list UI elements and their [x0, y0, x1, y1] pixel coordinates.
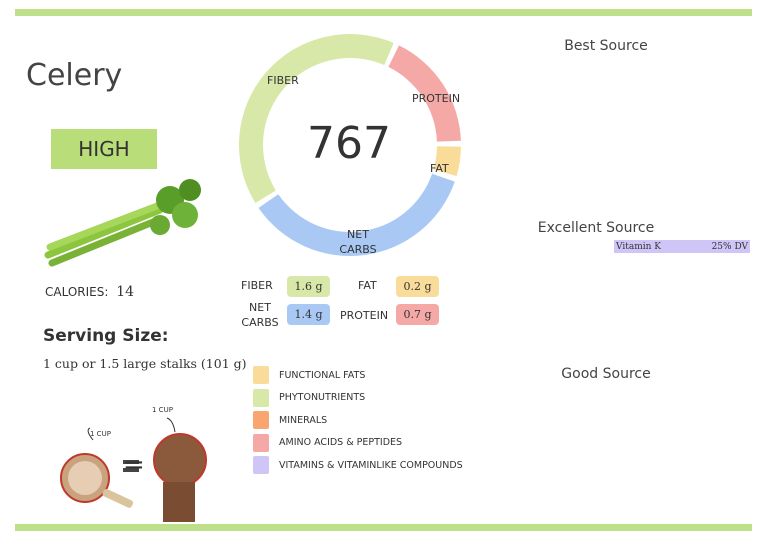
legend-label: FUNCTIONAL FATS	[279, 369, 366, 381]
fiber-value: 1.6 g	[287, 276, 330, 297]
fiber-label: FIBER	[241, 279, 273, 292]
top-bar	[15, 9, 752, 16]
donut-total: 767	[307, 118, 391, 169]
celery-image	[44, 179, 201, 267]
legend-item: FUNCTIONAL FATS	[253, 366, 365, 384]
legend-item: VITAMINS & VITAMINLIKE COMPOUNDS	[253, 456, 463, 474]
legend-item: AMINO ACIDS & PEPTIDES	[253, 433, 403, 452]
donut-label-fiber: FIBER	[267, 74, 299, 87]
equals-sign: =	[123, 450, 145, 480]
macro-donut-chart	[239, 33, 461, 257]
legend-item: MINERALS	[253, 411, 327, 429]
legend-swatch	[253, 433, 269, 452]
fat-value: 0.2 g	[396, 276, 439, 297]
nutrient-name: Vitamin K	[616, 241, 661, 252]
legend-swatch	[253, 456, 269, 474]
legend-swatch	[253, 366, 269, 384]
donut-segment-fat	[433, 146, 461, 177]
calories: CALORIES: 14	[45, 284, 134, 300]
legend-label: MINERALS	[279, 414, 328, 426]
good-source-heading: Good Source	[561, 366, 651, 382]
donut-label-protein: PROTEIN	[412, 92, 461, 105]
serving-illustration	[60, 417, 207, 522]
serving-heading: Serving Size:	[43, 326, 169, 346]
legend-item: PHYTONUTRIENTS	[253, 388, 366, 407]
protein-label: PROTEIN	[340, 309, 389, 322]
fist-label: 1 CUP	[152, 406, 173, 414]
fat-label: FAT	[358, 279, 377, 292]
net-carbs-value: 1.4 g	[287, 304, 330, 325]
donut-segment-net-carbs	[258, 173, 455, 257]
rating-badge: HIGH	[51, 129, 157, 169]
calories-value: 14	[116, 284, 135, 300]
legend-label: AMINO ACIDS & PEPTIDES	[279, 437, 403, 448]
donut-segment-protein	[388, 45, 461, 142]
donut-label-net-carbs: NET CARBS	[339, 228, 377, 256]
nutrient-dv: 25% DV	[711, 241, 748, 252]
legend-label: VITAMINS & VITAMINLIKE COMPOUNDS	[279, 459, 463, 471]
serving-text: 1 cup or 1.5 large stalks (101 g)	[43, 356, 247, 371]
excellent-source-heading: Excellent Source	[537, 220, 655, 236]
protein-value: 0.7 g	[396, 304, 439, 325]
legend-swatch	[253, 411, 269, 429]
bottom-bar	[15, 524, 752, 531]
donut-segment-fiber	[239, 33, 394, 203]
calories-label: CALORIES:	[45, 285, 109, 299]
best-source-heading: Best Source	[564, 38, 648, 54]
cup-label: 1 CUP	[90, 430, 111, 438]
legend-label: PHYTONUTRIENTS	[279, 392, 366, 403]
nutrient-row-vitamin-k: Vitamin K 25% DV	[614, 240, 750, 253]
legend-swatch	[253, 388, 269, 407]
food-title: Celery	[26, 58, 123, 93]
net-carbs-label: NET CARBS	[241, 301, 279, 329]
fist-icon	[153, 433, 207, 487]
donut-label-fat: FAT	[430, 162, 449, 175]
